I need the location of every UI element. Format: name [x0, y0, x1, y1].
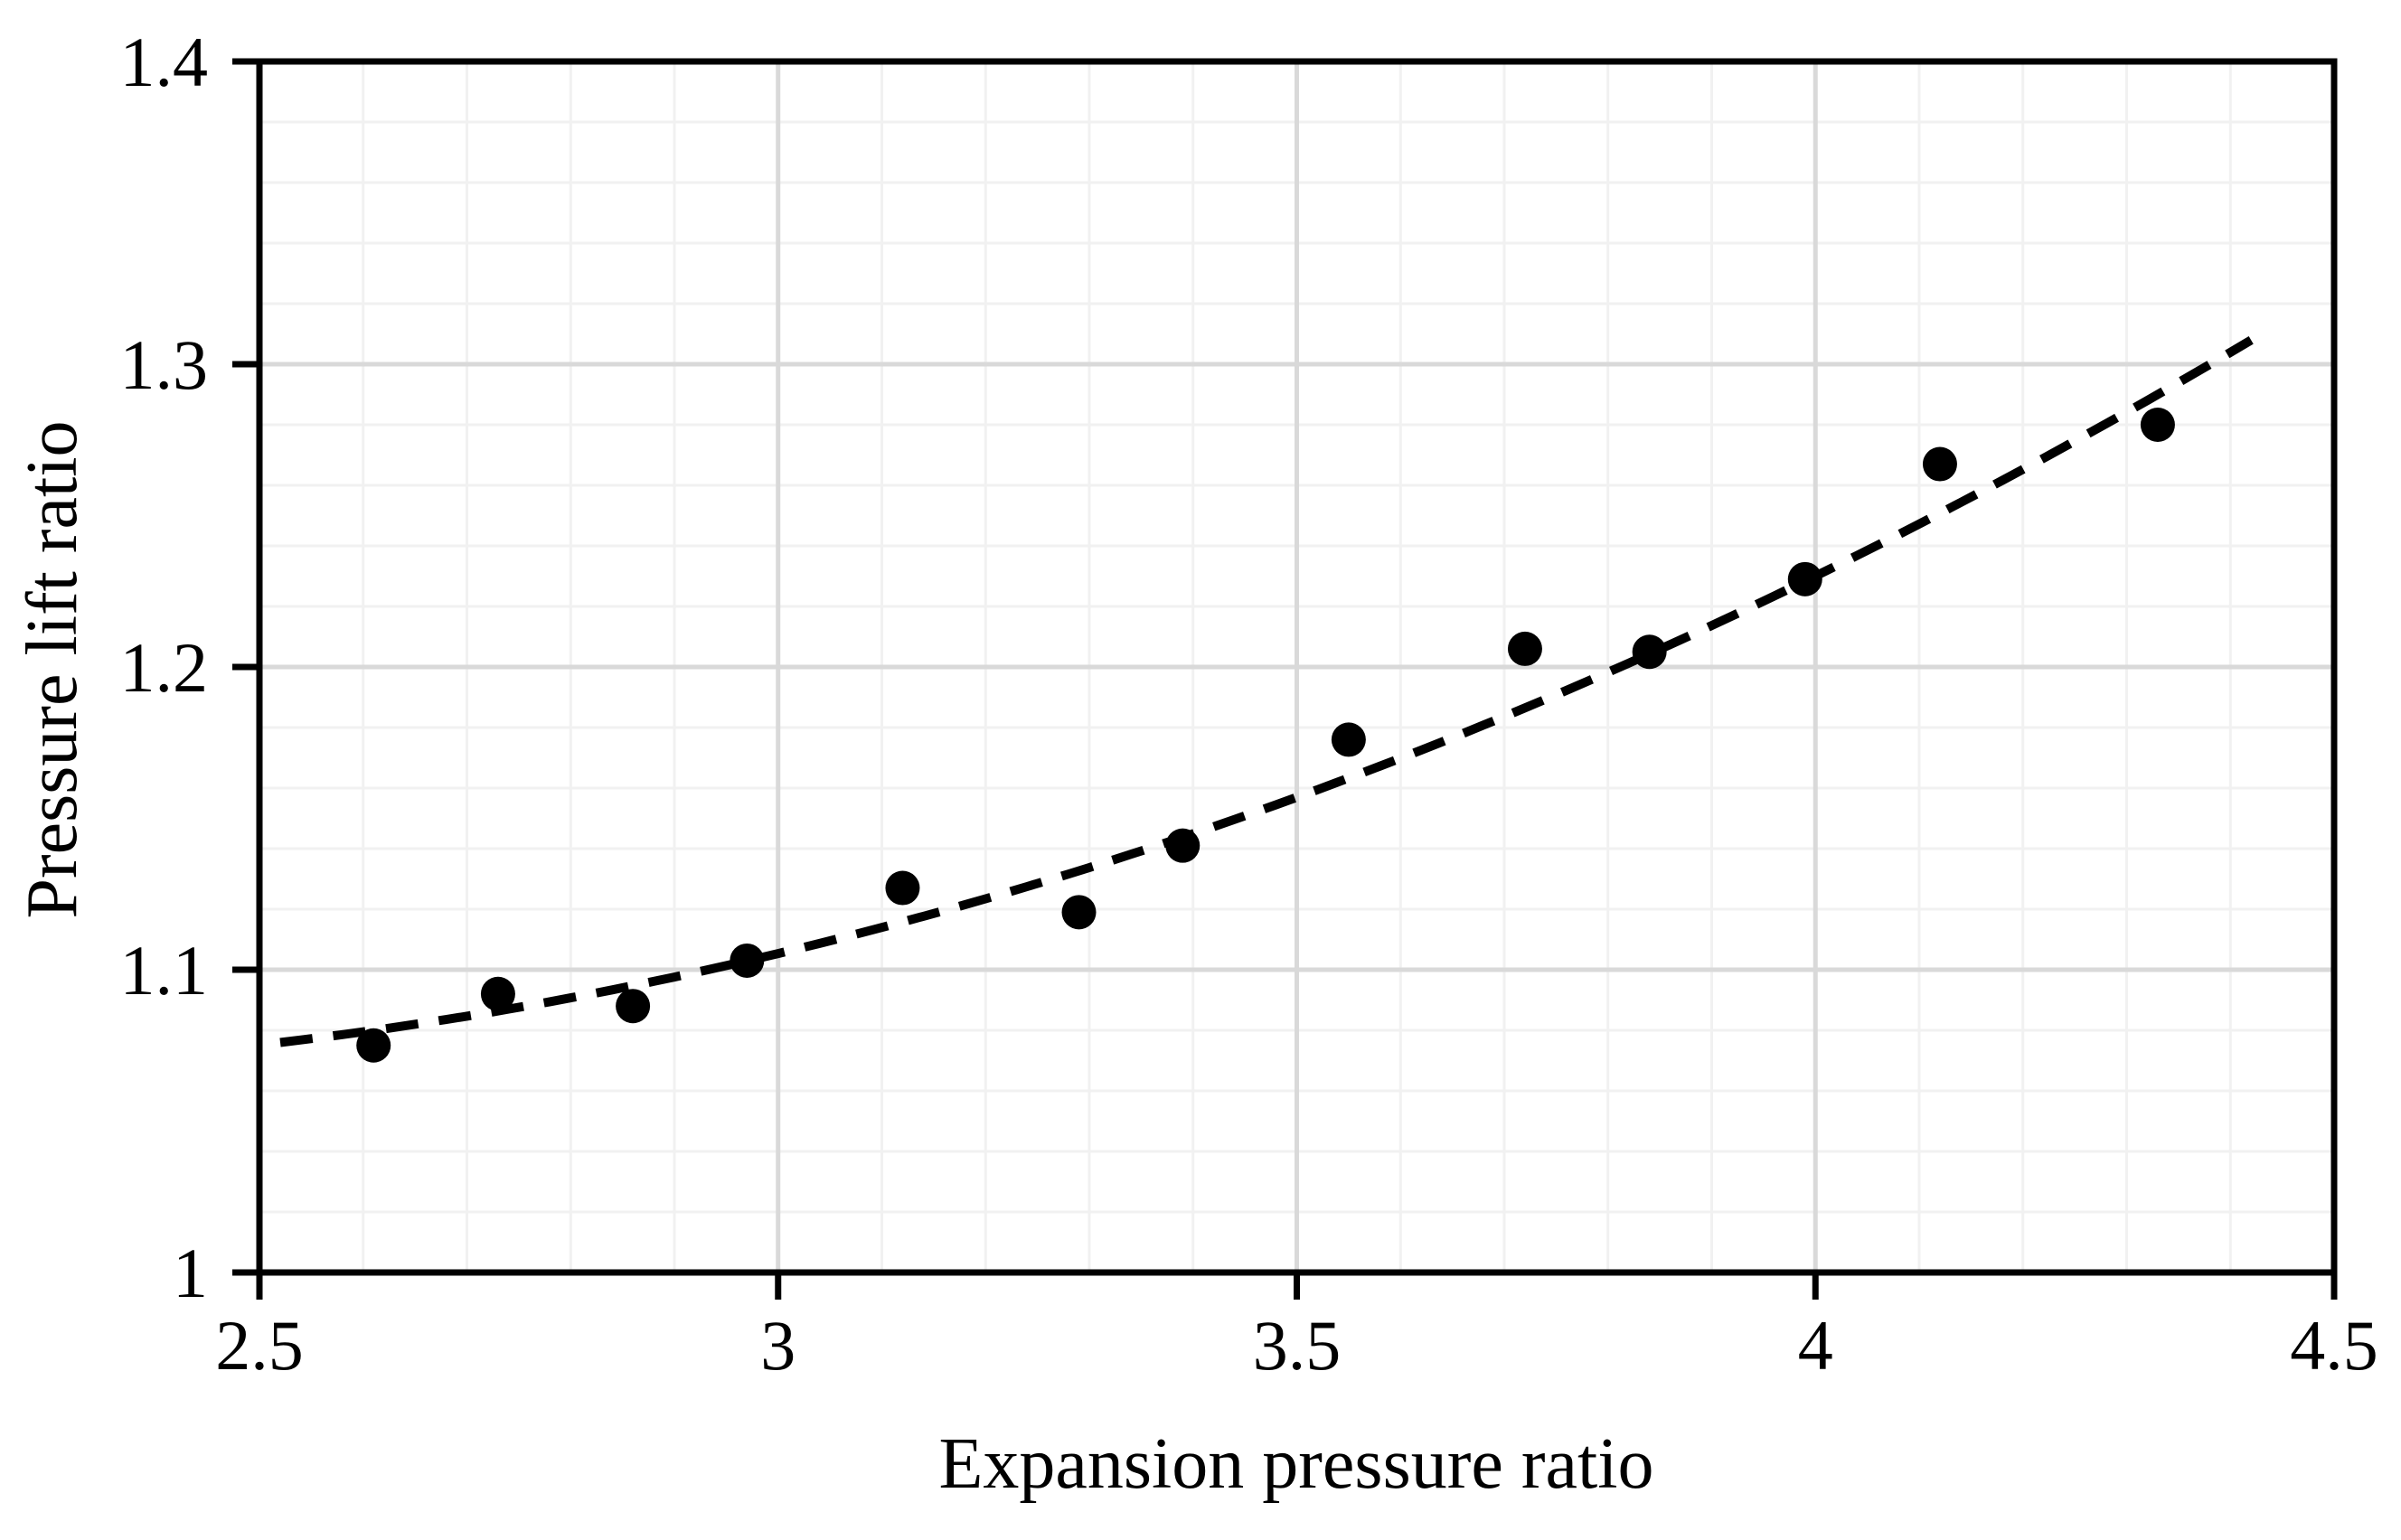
- y-tick-label: 1.2: [120, 628, 209, 707]
- y-tick-label: 1: [173, 1234, 208, 1312]
- data-point: [480, 976, 515, 1011]
- data-point: [1507, 631, 1542, 666]
- data-point: [1922, 446, 1957, 482]
- data-point: [356, 1028, 391, 1063]
- y-tick-label: 1.1: [120, 931, 209, 1009]
- data-point: [1061, 895, 1097, 930]
- x-tick-label: 4.5: [2290, 1306, 2378, 1385]
- x-axis-title: Expansion pressure ratio: [938, 1424, 1654, 1504]
- x-tick-label: 4: [1798, 1306, 1833, 1385]
- data-point: [616, 989, 651, 1024]
- data-point: [1331, 722, 1366, 757]
- x-tick-label: 2.5: [215, 1306, 304, 1385]
- data-point: [1787, 561, 1822, 596]
- trend-line-dashed: [279, 335, 2254, 1047]
- y-axis-title: Pressure lift ratio: [13, 420, 92, 919]
- data-point: [2140, 408, 2175, 442]
- data-point: [730, 943, 765, 978]
- data-point: [1632, 634, 1667, 670]
- data-point: [1165, 828, 1200, 863]
- x-tick-label: 3: [760, 1306, 796, 1385]
- y-tick-label: 1.3: [120, 325, 209, 404]
- y-tick-label: 1.4: [120, 23, 209, 101]
- data-point: [885, 870, 920, 906]
- x-tick-label: 3.5: [1253, 1306, 1342, 1385]
